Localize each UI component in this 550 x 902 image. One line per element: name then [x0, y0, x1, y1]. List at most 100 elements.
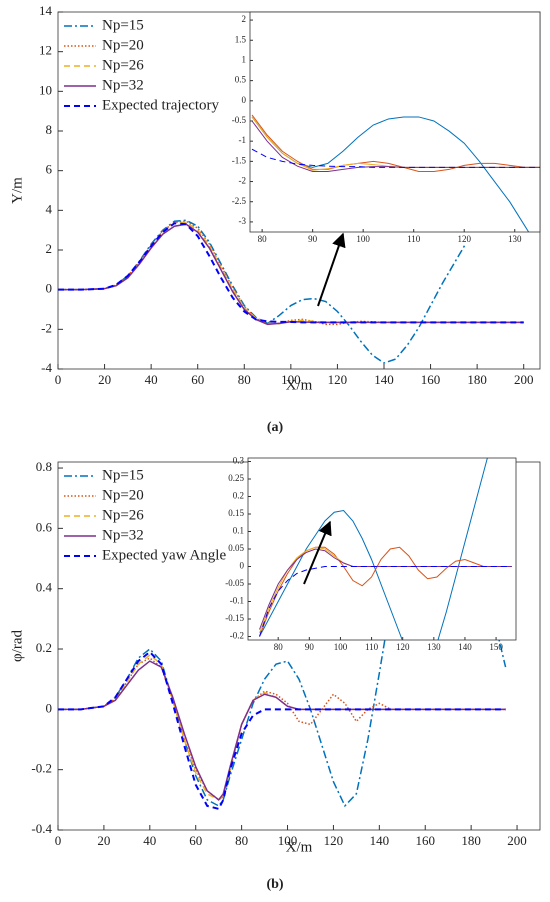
x-tick-label: 40: [143, 833, 156, 848]
x-tick-label: 140: [374, 372, 394, 387]
x-tick-label: 180: [461, 833, 481, 848]
x-tick-label: 20: [97, 833, 110, 848]
y-tick-label: -4: [41, 360, 52, 375]
y-tick-label: -1.5: [232, 155, 247, 165]
legend-label: Expected trajectory: [102, 97, 220, 113]
x-tick-label: 120: [396, 642, 410, 652]
x-axis-label: X/m: [286, 839, 313, 855]
y-tick-label: -0.2: [230, 631, 244, 641]
y-tick-label: -0.4: [31, 821, 52, 836]
y-tick-label: -1: [239, 135, 247, 145]
zoom-arrow: [303, 520, 332, 585]
x-tick-label: 80: [258, 234, 268, 244]
y-tick-label: 0: [46, 700, 53, 715]
y-tick-label: 4: [46, 201, 53, 216]
x-tick-label: 140: [370, 833, 390, 848]
y-tick-label: -3: [239, 216, 247, 226]
x-tick-label: 130: [427, 642, 441, 652]
series-group: [58, 462, 507, 811]
y-tick-label: 1.5: [235, 34, 247, 44]
plot-area: [248, 458, 516, 640]
series-line: [259, 458, 488, 640]
inset-plot: 80 90 100 110 120 130 2 1.5 1 0.5 0 -0.5 -1 -1.5 -2 -2.…: [232, 11, 541, 244]
y-tick-label: 0.1: [233, 526, 244, 536]
x-tick-label: 200: [507, 833, 527, 848]
x-tick-label: 100: [334, 642, 348, 652]
x-tick-label: 90: [308, 234, 318, 244]
x-tick-label: 100: [281, 372, 301, 387]
y-tick-label: -2.5: [232, 196, 247, 206]
axes-box: [249, 11, 541, 233]
y-axis-label: Y/m: [9, 177, 25, 204]
legend-label: Np=20: [102, 487, 144, 503]
y-tick-label: 14: [39, 3, 53, 18]
y-tick-label: 6: [46, 162, 53, 177]
x-tick-label: 20: [98, 372, 111, 387]
y-tick-label: 2: [242, 14, 247, 24]
y-tick-label: 0.4: [36, 580, 53, 595]
y-tick-label: 0.15: [228, 508, 244, 518]
legend-label: Np=15: [102, 467, 144, 483]
y-tick-label: -0.05: [225, 578, 244, 588]
y-tick-label: -0.1: [230, 596, 244, 606]
y-tick-label: 0: [46, 281, 53, 296]
caption: (a): [267, 420, 284, 435]
legend-label: Np=15: [102, 17, 144, 33]
y-tick-label: 0: [240, 561, 245, 571]
y-tick-label: 10: [39, 82, 52, 97]
x-tick-label: 200: [514, 372, 534, 387]
x-tick-label: 0: [55, 833, 62, 848]
x-tick-label: 80: [238, 372, 251, 387]
y-tick-label: 0.6: [36, 519, 53, 534]
zoom-arrow: [317, 232, 346, 307]
x-tick-label: 110: [365, 642, 379, 652]
y-tick-label: 0.8: [36, 459, 52, 474]
series-group: [259, 458, 512, 640]
plots: 0 20 40 60 80 100 120 140 160 180 200-4-2024681012…: [9, 3, 541, 892]
inset-plot: 80 90 100 110 120 130 140 150 0.3 0.25 0.2 0.15 0.1 0…: [225, 456, 517, 652]
x-tick-label: 120: [457, 234, 471, 244]
legend-label: Np=20: [102, 37, 144, 53]
y-tick-label: 1: [242, 55, 247, 65]
y-tick-label: 0.2: [36, 640, 52, 655]
x-tick-label: 80: [274, 642, 284, 652]
legend-label: Expected yaw Angle: [102, 547, 226, 563]
x-tick-label: 160: [421, 372, 441, 387]
y-tick-label: -0.5: [232, 115, 247, 125]
x-tick-label: 60: [191, 372, 204, 387]
series-line: [259, 546, 512, 637]
y-tick-label: 0.25: [228, 473, 244, 483]
x-tick-label: 80: [235, 833, 248, 848]
x-tick-label: 60: [189, 833, 202, 848]
series-line: [58, 222, 524, 324]
legend-label: Np=32: [102, 77, 144, 93]
y-axis-label: φ/rad: [9, 630, 25, 662]
x-tick-label: 110: [407, 234, 421, 244]
x-tick-label: 150: [489, 642, 503, 652]
y-tick-label: -2: [239, 176, 247, 186]
x-tick-label: 120: [328, 372, 348, 387]
y-tick-label: 8: [46, 122, 53, 137]
series-group: [58, 219, 524, 364]
x-tick-label: 100: [278, 833, 298, 848]
legend: Np=15 Np=20 Np=26 Np=32 Expected yaw Angle: [64, 467, 226, 563]
caption: (b): [266, 877, 283, 892]
y-tick-label: -2: [41, 320, 52, 335]
y-tick-label: 0: [242, 95, 247, 105]
x-tick-label: 90: [305, 642, 315, 652]
y-tick-label: 0.5: [235, 75, 247, 85]
x-tick-label: 120: [324, 833, 344, 848]
x-tick-label: 40: [145, 372, 158, 387]
series-line: [251, 114, 540, 172]
y-tick-label: 12: [39, 43, 52, 58]
legend: Np=15 Np=20 Np=26 Np=32 Expected trajectory: [64, 17, 220, 113]
legend-label: Np=26: [102, 507, 144, 523]
series-line: [58, 650, 506, 811]
series-line: [259, 566, 512, 637]
y-tick-label: -0.15: [225, 613, 244, 623]
y-tick-label: 0.05: [228, 543, 244, 553]
x-tick-label: 180: [467, 372, 487, 387]
x-tick-label: 0: [55, 372, 62, 387]
x-tick-label: 140: [458, 642, 472, 652]
legend-label: Np=26: [102, 57, 144, 73]
